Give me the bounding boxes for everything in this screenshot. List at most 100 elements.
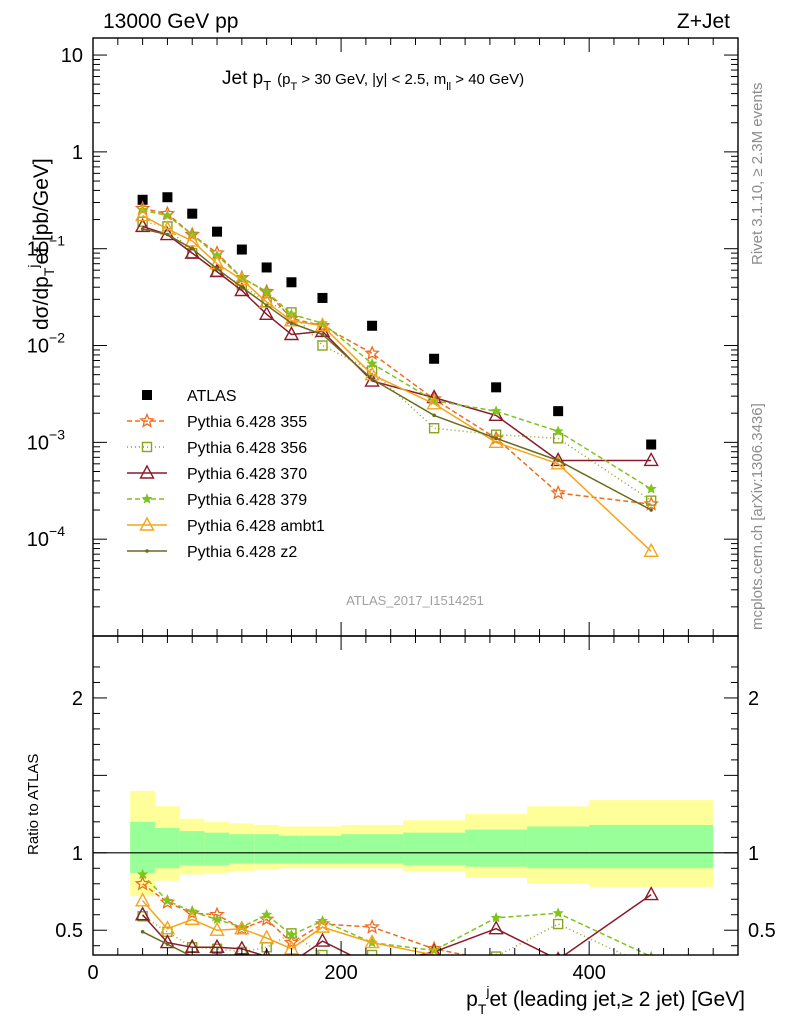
data-point-ATLAS xyxy=(367,320,378,331)
ratio-point-ambt1 xyxy=(552,957,565,969)
ratio-point-355 xyxy=(364,918,380,934)
series-line-ambt1 xyxy=(142,214,652,552)
series-line-356 xyxy=(142,220,652,502)
legend-marker-z2 xyxy=(145,549,149,553)
ratio-point-356 xyxy=(647,963,656,972)
ratio-point-ambt1 xyxy=(159,920,176,935)
ratio-band-inner xyxy=(465,829,528,867)
ratio-band-inner xyxy=(254,834,280,864)
data-point-z2 xyxy=(370,377,374,381)
ratio-y-tick-label: 2 xyxy=(72,688,83,710)
ratio-point-z2 xyxy=(240,958,244,962)
data-point-ambt1 xyxy=(234,271,250,286)
data-point-356 xyxy=(645,495,657,506)
ratio-point-z2 xyxy=(321,956,325,960)
data-point-ATLAS xyxy=(553,406,564,417)
ratio-point-355 xyxy=(234,920,250,936)
data-point-ambt1 xyxy=(488,433,504,449)
ratio-line-370 xyxy=(142,893,652,955)
legend-marker-ATLAS xyxy=(142,390,152,400)
ratio-band-inner xyxy=(589,824,714,869)
data-point-370 xyxy=(134,217,151,233)
y-tick-label: 10−2 xyxy=(27,330,65,358)
ratio-point-356 xyxy=(552,918,564,930)
series-line-370 xyxy=(142,225,652,462)
header-right: Z+Jet xyxy=(677,10,730,33)
ratio-ylabel: Ratio to ATLAS xyxy=(25,754,42,855)
data-point-z2 xyxy=(264,303,269,308)
data-point-ATLAS xyxy=(261,262,272,273)
ratio-point-z2 xyxy=(494,959,498,963)
data-point-z2 xyxy=(289,321,294,326)
ratio-band-inner xyxy=(130,821,156,873)
data-point-ATLAS xyxy=(137,194,148,205)
ratio-y-tick-label: 1 xyxy=(72,843,83,865)
ratio-point-370 xyxy=(427,943,441,955)
data-point-ambt1 xyxy=(134,207,151,222)
ratio-point-ambt1 xyxy=(184,910,200,926)
ratio-point-z2 xyxy=(370,975,374,979)
ratio-point-356 xyxy=(317,949,328,955)
legend-marker-355 xyxy=(139,412,155,428)
data-point-ambt1 xyxy=(314,317,331,332)
ratio-panel: 0 200 400 0.5 0.5 1 1 2 2 xyxy=(55,635,776,984)
ratio-band-inner xyxy=(179,831,205,866)
ratio-band-inner xyxy=(155,828,180,869)
ratio-point-379 xyxy=(645,950,657,955)
ratio-y-tick-label-right: 2 xyxy=(748,688,759,710)
ratio-point-370 xyxy=(366,959,379,971)
y-tick-exponent: −4 xyxy=(49,523,65,539)
mcplots-label: mcplots.cern.ch [arXiv:1306.3436] xyxy=(749,403,766,630)
ratio-point-379 xyxy=(161,895,173,906)
data-point-z2 xyxy=(190,246,195,251)
data-point-ambt1 xyxy=(184,232,200,247)
ratio-point-370 xyxy=(159,934,176,949)
legend-marker-356 xyxy=(141,441,153,453)
data-point-370 xyxy=(283,326,300,341)
ratio-point-z2 xyxy=(165,942,170,946)
data-point-z2 xyxy=(432,413,436,418)
ratio-point-355 xyxy=(184,905,200,920)
ratio-point-370 xyxy=(134,906,151,921)
ratio-point-379 xyxy=(261,908,273,920)
ratio-point-379 xyxy=(137,868,149,880)
ratio-point-ambt1 xyxy=(314,918,331,933)
ratio-point-z2 xyxy=(432,972,436,976)
ratio-point-z2 xyxy=(215,959,219,963)
data-point-355 xyxy=(550,484,566,500)
data-point-356 xyxy=(137,216,148,227)
ratio-point-355 xyxy=(283,934,300,950)
ratio-y-tick-label-right: 0.5 xyxy=(748,920,776,942)
ratio-point-356 xyxy=(366,949,378,955)
data-point-z2 xyxy=(165,232,170,237)
data-point-ATLAS xyxy=(162,192,173,203)
data-point-ambt1 xyxy=(283,312,300,327)
y-tick-exponent: −2 xyxy=(49,330,65,346)
ratio-point-ambt1 xyxy=(209,921,225,936)
data-point-ambt1 xyxy=(643,542,659,557)
data-point-379 xyxy=(490,405,502,416)
data-point-ATLAS xyxy=(491,382,502,393)
y-tick-label: 10 xyxy=(61,45,83,67)
data-point-379 xyxy=(552,425,564,437)
legend-label-370: Pythia 6.428 370 xyxy=(187,466,307,483)
legend-marker-ambt1 xyxy=(139,516,155,531)
ratio-y-tick-label: 0.5 xyxy=(55,920,83,942)
ratio-point-370 xyxy=(643,886,659,901)
ratio-point-355 xyxy=(134,875,151,891)
ratio-point-355 xyxy=(645,964,657,976)
ratio-band-inner xyxy=(341,834,404,864)
ratio-point-ambt1 xyxy=(429,946,439,955)
data-point-z2 xyxy=(240,285,244,290)
ratio-point-356 xyxy=(236,946,248,955)
data-point-356 xyxy=(428,423,440,434)
ratio-point-370 xyxy=(314,932,331,947)
ratio-band-inner xyxy=(229,834,255,864)
data-point-379 xyxy=(366,357,378,369)
data-point-370 xyxy=(488,406,504,422)
legend-marker-370 xyxy=(139,464,155,479)
data-point-ATLAS xyxy=(429,353,440,364)
y-tick-exponent: −1 xyxy=(49,233,65,249)
y-tick-exponent: −3 xyxy=(49,426,65,442)
data-point-ATLAS xyxy=(286,277,297,288)
